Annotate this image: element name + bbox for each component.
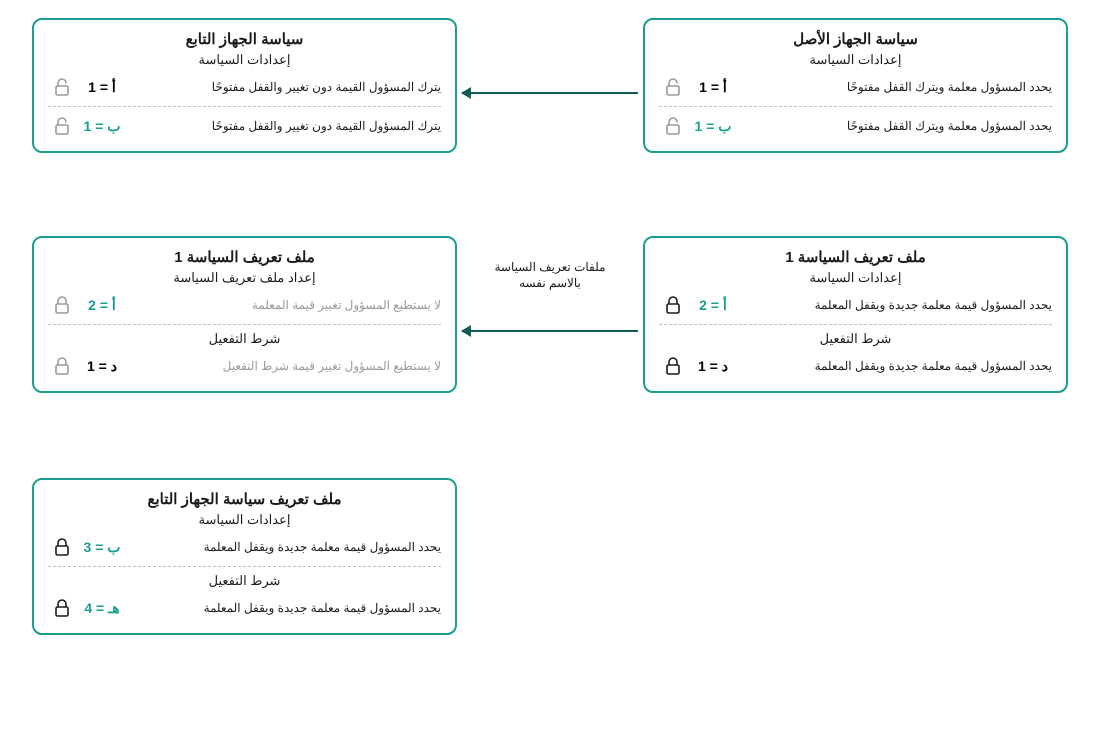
row-cp-2: يحدد المسؤول قيمة معلمة جديدة ويقفل المع…	[48, 595, 441, 621]
divider	[48, 324, 441, 325]
val-cp-2: هـ = 4	[78, 600, 126, 617]
title-profile-child: ملف تعريف السياسة 1	[48, 248, 441, 266]
desc-pc-1: لا يستطيع المسؤول تغيير قيمة المعلمة	[134, 297, 441, 313]
val-pp-1: أ = 2	[689, 297, 737, 314]
cond-cp: شرط التفعيل	[48, 573, 441, 589]
lock-icon	[48, 538, 70, 556]
lock-icon	[48, 296, 70, 314]
desc-cp-2: يحدد المسؤول قيمة معلمة جديدة ويقفل المع…	[134, 600, 441, 616]
unlock-icon	[659, 78, 681, 96]
title-parent: سياسة الجهاز الأصل	[659, 30, 1052, 48]
cond-pp: شرط التفعيل	[659, 331, 1052, 347]
desc-parent-1: يحدد المسؤول معلمة ويترك القفل مفتوحًا	[745, 118, 1052, 134]
lock-icon	[659, 296, 681, 314]
lock-icon	[48, 357, 70, 375]
unlock-icon	[48, 117, 70, 135]
sub-profile-parent: إعدادات السياسة	[659, 270, 1052, 286]
row-pp-1: يحدد المسؤول قيمة معلمة جديدة ويقفل المع…	[659, 292, 1052, 318]
sub-parent: إعدادات السياسة	[659, 52, 1052, 68]
desc-pp-2: يحدد المسؤول قيمة معلمة جديدة ويقفل المع…	[745, 358, 1052, 374]
box-profile-child: ملف تعريف السياسة 1 إعداد ملف تعريف السي…	[32, 236, 457, 393]
arrow-mid-label: ملفات تعريف السياسة بالاسم نفسه	[478, 260, 622, 291]
sub-child: إعدادات السياسة	[48, 52, 441, 68]
divider	[48, 566, 441, 567]
lock-child-1	[48, 117, 70, 135]
title-profile-parent: ملف تعريف السياسة 1	[659, 248, 1052, 266]
box-parent-policy: سياسة الجهاز الأصل إعدادات السياسة يحدد …	[643, 18, 1068, 153]
sub-profile-child: إعداد ملف تعريف السياسة	[48, 270, 441, 286]
box-child-profile: ملف تعريف سياسة الجهاز التابع إعدادات ال…	[32, 478, 457, 635]
divider	[48, 106, 441, 107]
row-pp-2: يحدد المسؤول قيمة معلمة جديدة ويقفل المع…	[659, 353, 1052, 379]
lock-child-0	[48, 78, 70, 96]
cond-pc: شرط التفعيل	[48, 331, 441, 347]
lock-parent-1	[659, 117, 681, 135]
unlock-icon	[48, 78, 70, 96]
desc-child-1: يترك المسؤول القيمة دون تغيير والقفل مفت…	[134, 118, 441, 134]
row-pc-2: لا يستطيع المسؤول تغيير قيمة شرط التفعيل…	[48, 353, 441, 379]
box-profile-parent: ملف تعريف السياسة 1 إعدادات السياسة يحدد…	[643, 236, 1068, 393]
val-pc-2: د = 1	[78, 358, 126, 375]
row-child-1: يترك المسؤول القيمة دون تغيير والقفل مفت…	[48, 113, 441, 139]
val-child-0: أ = 1	[78, 79, 126, 96]
title-cp: ملف تعريف سياسة الجهاز التابع	[48, 490, 441, 508]
divider	[659, 106, 1052, 107]
title-child: سياسة الجهاز التابع	[48, 30, 441, 48]
desc-cp-1: يحدد المسؤول قيمة معلمة جديدة ويقفل المع…	[134, 539, 441, 555]
arrow-top	[462, 92, 638, 94]
unlock-icon	[659, 117, 681, 135]
lock-pp-2	[659, 357, 681, 375]
val-parent-0: أ = 1	[689, 79, 737, 96]
lock-parent-0	[659, 78, 681, 96]
row-parent-0: يحدد المسؤول معلمة ويترك القفل مفتوحًا أ…	[659, 74, 1052, 100]
sub-cp: إعدادات السياسة	[48, 512, 441, 528]
val-pp-2: د = 1	[689, 358, 737, 375]
lock-cp-2	[48, 599, 70, 617]
val-child-1: ب = 1	[78, 118, 126, 135]
val-cp-1: ب = 3	[78, 539, 126, 556]
row-pc-1: لا يستطيع المسؤول تغيير قيمة المعلمة أ =…	[48, 292, 441, 318]
val-pc-1: أ = 2	[78, 297, 126, 314]
row-cp-1: يحدد المسؤول قيمة معلمة جديدة ويقفل المع…	[48, 534, 441, 560]
divider	[659, 324, 1052, 325]
desc-pp-1: يحدد المسؤول قيمة معلمة جديدة ويقفل المع…	[745, 297, 1052, 313]
lock-icon	[48, 599, 70, 617]
lock-icon	[659, 357, 681, 375]
desc-parent-0: يحدد المسؤول معلمة ويترك القفل مفتوحًا	[745, 79, 1052, 95]
lock-cp-1	[48, 538, 70, 556]
row-parent-1: يحدد المسؤول معلمة ويترك القفل مفتوحًا ب…	[659, 113, 1052, 139]
row-child-0: يترك المسؤول القيمة دون تغيير والقفل مفت…	[48, 74, 441, 100]
box-child-policy: سياسة الجهاز التابع إعدادات السياسة يترك…	[32, 18, 457, 153]
lock-pp-1	[659, 296, 681, 314]
arrow-mid	[462, 330, 638, 332]
desc-pc-2: لا يستطيع المسؤول تغيير قيمة شرط التفعيل	[134, 358, 441, 374]
lock-pc-2	[48, 357, 70, 375]
desc-child-0: يترك المسؤول القيمة دون تغيير والقفل مفت…	[134, 79, 441, 95]
val-parent-1: ب = 1	[689, 118, 737, 135]
lock-pc-1	[48, 296, 70, 314]
